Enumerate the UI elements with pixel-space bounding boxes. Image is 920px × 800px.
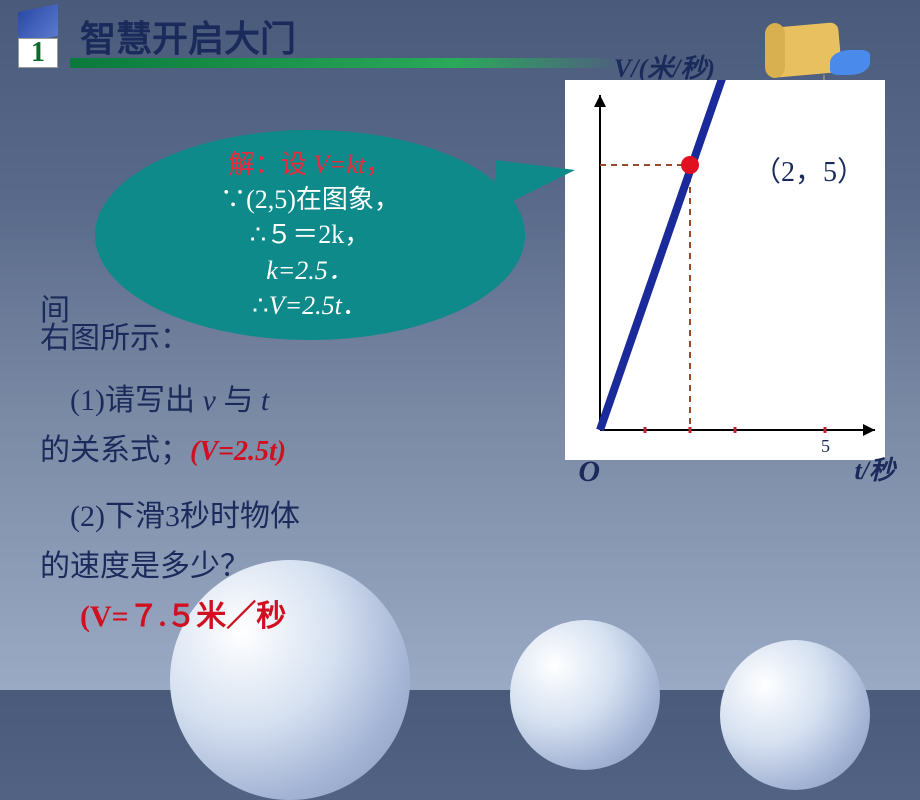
bubble-line: ∴５＝2k， [250, 217, 371, 252]
origin-label: O [578, 455, 600, 489]
bubble-line: k=2.5． [266, 253, 354, 288]
corner-icon: 1 [8, 8, 63, 68]
slide-number: 1 [18, 38, 58, 68]
bubble-line: ∵(2,5)在图象， [220, 182, 400, 217]
question-1: (1)请写出 v 与 t [40, 377, 440, 425]
x-axis-label: t/秒 [855, 450, 895, 487]
body-text: 右图所示： (1)请写出 v 与 t 的关系式；(V=2.5t) (2)下滑3秒… [40, 315, 440, 643]
question-2-b: 的速度是多少？ [40, 543, 440, 591]
page-title: 智慧开启大门 [80, 10, 296, 62]
bg-sphere [720, 640, 870, 790]
x-tick-label: 5 [821, 436, 830, 456]
question-2: (2)下滑3秒时物体 [40, 493, 440, 541]
solution-bubble: 解：设 V=kt， ∵(2,5)在图象， ∴５＝2k， k=2.5． ∴V=2.… [95, 130, 525, 340]
title-underline [70, 58, 620, 68]
bubble-line: ∴V=2.5t． [252, 288, 368, 323]
answer-2: (V=７.５米／秒 [40, 593, 440, 641]
bg-sphere [510, 620, 660, 770]
velocity-chart: 5 [565, 80, 885, 460]
question-1-b: 的关系式；(V=2.5t) [40, 427, 440, 475]
chart-point-label: （2，5） [753, 150, 865, 190]
bubble-line: 解：设 V=kt， [229, 147, 392, 182]
answer-1: (V=2.5t) [190, 436, 286, 467]
